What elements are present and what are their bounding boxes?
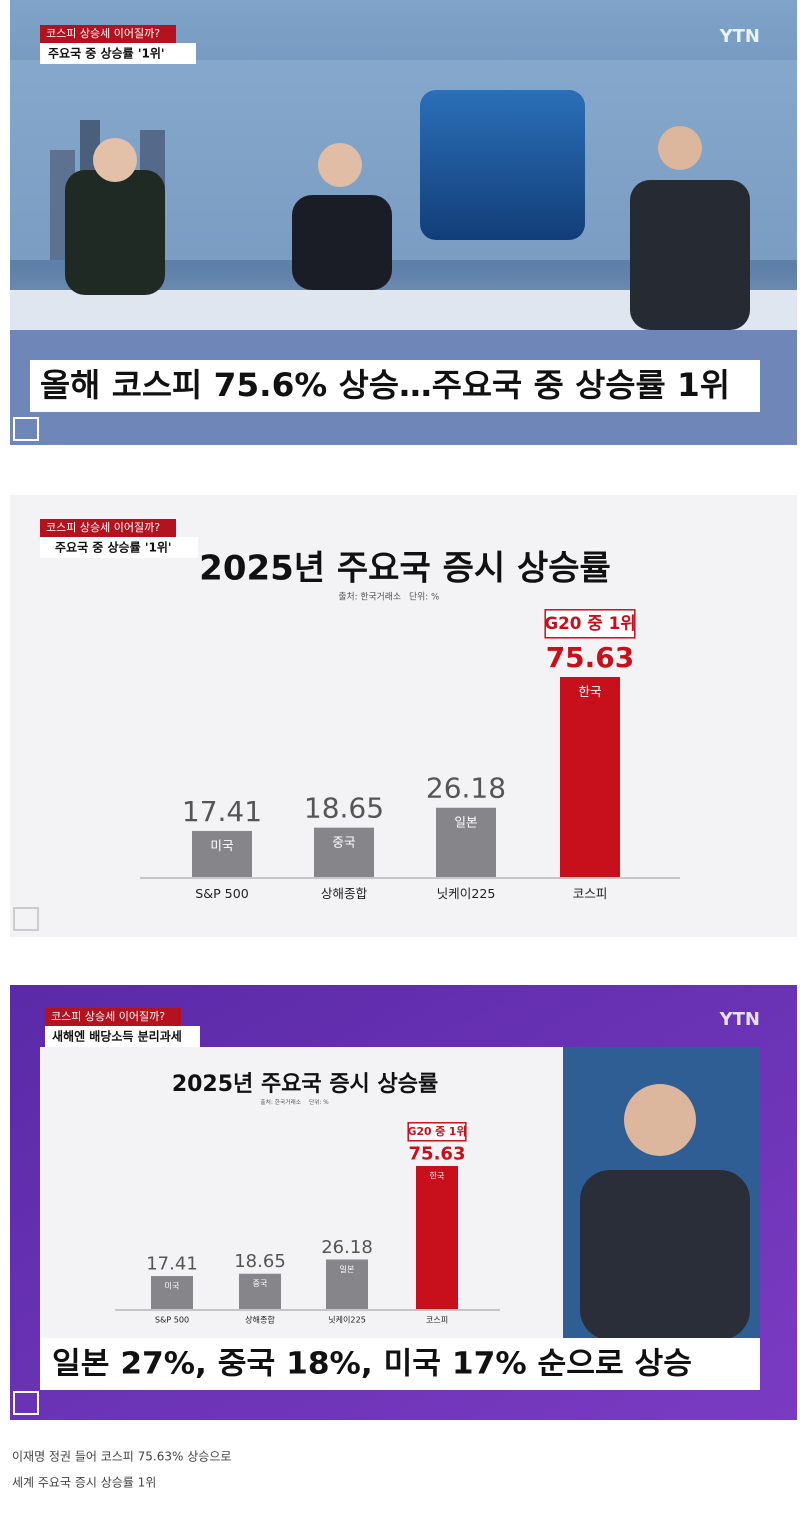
bar-label: 미국 (210, 838, 233, 853)
x-tick-label: 닛케이225 (437, 886, 496, 901)
tag-text: 코스피 상승세 이어질까? (51, 1010, 165, 1023)
value-label: 75.63 (546, 641, 635, 674)
bar (326, 1259, 368, 1309)
chart-title: 2025년 주요국 증시 상승률 (172, 1072, 438, 1097)
x-tick-label: 닛케이225 (328, 1315, 366, 1325)
tag-red (40, 25, 176, 43)
caption-box (30, 360, 760, 412)
bar-label: 일본 (340, 1264, 355, 1274)
panel-3: 코스피 상승세 이어질까? 새해엔 배당소득 분리과세 YTN 2025년 주요… (10, 985, 797, 1420)
bar-label: 일본 (454, 815, 477, 830)
x-tick-label: S&P 500 (155, 1315, 189, 1325)
unit: 단위: % (309, 1098, 329, 1106)
tag-text: 새해엔 배당소득 분리과세 (52, 1029, 182, 1044)
value-label: 18.65 (304, 791, 384, 824)
value-label: 26.18 (426, 772, 506, 805)
x-tick-label: 상해종합 (245, 1315, 275, 1325)
annotation: G20 중 1위 (408, 1125, 467, 1138)
chart-title: 2025년 주요국 증시 상승률 (199, 549, 611, 589)
annotation-box (544, 609, 636, 639)
anchor-2-head (318, 143, 362, 187)
bar (436, 807, 496, 877)
unit: 단위: % (409, 592, 439, 603)
x-tick-label: 코스피 (426, 1315, 448, 1325)
bar-label: 중국 (253, 1278, 268, 1288)
value-label: 75.63 (409, 1143, 466, 1164)
body-text: 세계 주요국 증시 상승률 1위 (12, 1476, 156, 1490)
anchor-1-head (93, 138, 137, 182)
bar (192, 830, 252, 877)
tag-text: 코스피 상승세 이어질까? (46, 521, 160, 534)
tag-white (45, 1026, 200, 1047)
tag-white (40, 43, 196, 64)
value-label: 17.41 (146, 1253, 198, 1274)
bar-label: 한국 (430, 1170, 445, 1180)
guest-head (658, 126, 702, 170)
body-text: 이재명 정권 들어 코스피 75.63% 상승으로 (12, 1450, 231, 1464)
annotation: G20 중 1위 (544, 613, 635, 633)
expand-icon[interactable] (13, 417, 39, 441)
caption: 일본 27%, 중국 18%, 미국 17% 순으로 상승 (52, 1347, 692, 1382)
x-tick-label: S&P 500 (195, 886, 248, 901)
logo: YTN (719, 1009, 760, 1030)
bar-label: 중국 (332, 835, 355, 850)
bar (314, 827, 374, 877)
panel-2: 코스피 상승세 이어질까? 주요국 중 상승률 '1위' 2025년 주요국 증… (10, 495, 797, 937)
tag-red (45, 1008, 181, 1026)
bar (560, 677, 620, 877)
bar-label: 미국 (165, 1280, 180, 1290)
guest-head (624, 1084, 696, 1156)
annotation-box (407, 1122, 467, 1142)
guest (630, 180, 750, 330)
caption: 올해 코스피 75.6% 상승…주요국 중 상승률 1위 (40, 366, 730, 404)
source: 출처: 한국거래소 (260, 1098, 301, 1106)
tag-text: 주요국 중 상승률 '1위' (55, 540, 172, 555)
x-tick-label: 상해종합 (321, 886, 368, 901)
logo: YTN (719, 26, 760, 47)
bar (239, 1273, 281, 1309)
anchor-1 (65, 170, 165, 295)
kospi-screen (420, 90, 585, 240)
tag-text: 코스피 상승세 이어질까? (46, 27, 160, 40)
caption-box (40, 1338, 760, 1390)
value-label: 18.65 (234, 1251, 286, 1272)
panel-1: 코스피 상승세 이어질까? 주요국 중 상승률 '1위' YTN 올해 코스피 … (10, 0, 797, 445)
bar-label: 한국 (578, 684, 601, 699)
tag-white (40, 537, 198, 558)
x-tick-label: 코스피 (573, 886, 608, 901)
bar (416, 1166, 458, 1309)
anchor-2 (292, 195, 392, 290)
bar (151, 1276, 193, 1309)
value-label: 26.18 (321, 1237, 373, 1258)
tag-red (40, 519, 176, 537)
expand-icon[interactable] (13, 1391, 39, 1415)
expand-icon[interactable] (13, 907, 39, 931)
tag-text: 주요국 중 상승률 '1위' (48, 46, 165, 61)
guest (580, 1170, 750, 1340)
chart-background (10, 495, 797, 937)
source: 출처: 한국거래소 (338, 591, 401, 603)
value-label: 17.41 (182, 795, 262, 828)
